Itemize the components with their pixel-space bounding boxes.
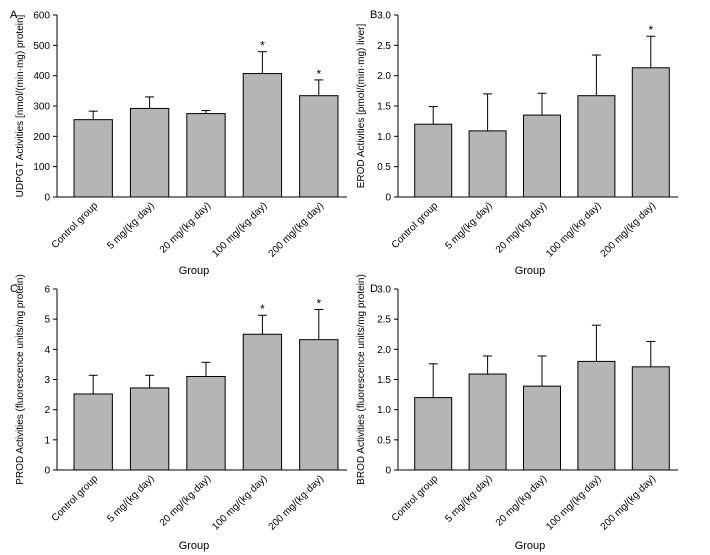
x-tick-label: 5 mg/(kg·day) xyxy=(105,200,156,251)
x-tick-label: 200 mg/(kg·day) xyxy=(599,200,658,259)
bar xyxy=(186,113,226,198)
y-tick-label: 3.0 xyxy=(377,11,391,22)
x-tick-label: Control group xyxy=(390,200,441,251)
bar xyxy=(73,393,113,471)
y-tick-label: 0 xyxy=(44,193,50,204)
bar xyxy=(299,95,339,198)
x-axis-title: Group xyxy=(515,540,546,552)
y-tick-label: 500 xyxy=(33,41,50,52)
y-tick-label: 0.5 xyxy=(377,435,391,446)
x-axis-title: Group xyxy=(515,265,546,277)
panel-letter: D xyxy=(370,283,378,295)
y-tick-label: 1 xyxy=(44,435,50,446)
y-tick-label: 0.5 xyxy=(377,162,391,173)
y-tick-label: 1.0 xyxy=(377,405,391,416)
y-tick-label: 2.5 xyxy=(377,315,391,326)
y-tick-label: 100 xyxy=(33,162,50,173)
significance-marker: * xyxy=(260,302,265,316)
x-tick-label: 5 mg/(kg·day) xyxy=(443,200,494,251)
y-tick-label: 0 xyxy=(385,466,391,477)
x-tick-label: 100 mg/(kg·day) xyxy=(210,200,269,259)
x-tick-label: 100 mg/(kg·day) xyxy=(544,473,603,532)
chart-panel-c: C 0 1 2 3 4 5 6 PROD Activities (fluorescence un… xyxy=(10,274,347,552)
bar xyxy=(242,73,283,198)
panel-letter: B xyxy=(370,9,377,21)
y-tick-label: 0 xyxy=(44,466,50,477)
x-tick-label: 5 mg/(kg·day) xyxy=(443,473,494,524)
y-tick-label: 2.0 xyxy=(377,71,391,82)
y-axis-title: BROD Activities (fluorescence units/mg p… xyxy=(356,274,367,485)
panel-letter: A xyxy=(10,9,18,21)
chart-panel-d: D 0 0.5 1.0 1.5 2.0 2.5 3.0 BROD Activities (flu… xyxy=(356,274,678,552)
y-tick-label: 0 xyxy=(385,193,391,204)
x-tick-label: 20 mg/(kg·day) xyxy=(494,473,549,528)
y-tick-label: 2.0 xyxy=(377,345,391,356)
y-tick-label: 300 xyxy=(33,102,50,113)
bar xyxy=(523,114,561,198)
bar xyxy=(468,130,507,198)
y-tick-label: 600 xyxy=(33,11,50,22)
bar xyxy=(577,360,616,471)
bar xyxy=(129,387,170,471)
significance-marker: * xyxy=(648,23,653,37)
bar xyxy=(414,123,453,198)
y-tick-label: 1.5 xyxy=(377,102,391,113)
y-tick-label: 4 xyxy=(44,345,50,356)
bar xyxy=(129,107,170,198)
significance-marker: * xyxy=(316,297,321,311)
x-tick-label: 100 mg/(kg·day) xyxy=(210,473,269,532)
y-axis-title: UDPGT Activities [nmol/(min·mg) protein] xyxy=(15,14,26,197)
y-tick-label: 200 xyxy=(33,132,50,143)
x-tick-label: 5 mg/(kg·day) xyxy=(105,473,156,524)
bar xyxy=(523,385,561,471)
y-tick-label: 2 xyxy=(44,405,50,416)
significance-marker: * xyxy=(316,67,321,81)
y-tick-label: 5 xyxy=(44,315,50,326)
x-tick-label: 100 mg/(kg·day) xyxy=(544,200,603,259)
x-tick-label: 20 mg/(kg·day) xyxy=(158,473,213,528)
y-tick-label: 2.5 xyxy=(377,41,391,52)
bar xyxy=(414,397,453,471)
x-tick-label: Control group xyxy=(50,473,101,524)
x-tick-label: Control group xyxy=(50,200,101,251)
bar xyxy=(242,333,283,471)
y-tick-label: 400 xyxy=(33,71,50,82)
y-axis-title: EROD Activities [pmol/(min·mg) liver] xyxy=(356,24,367,189)
chart-panel-a: A 0 100 200 300 400 500 600 UDPGT Activities [nm… xyxy=(10,9,347,277)
x-tick-label: 20 mg/(kg·day) xyxy=(158,200,213,255)
bar xyxy=(631,366,670,471)
x-tick-label: Control group xyxy=(390,473,441,524)
x-tick-label: 200 mg/(kg·day) xyxy=(599,473,658,532)
bar xyxy=(299,339,339,471)
y-tick-label: 6 xyxy=(44,285,50,296)
bar xyxy=(186,375,226,471)
y-tick-label: 3.0 xyxy=(377,285,391,296)
y-tick-label: 1.0 xyxy=(377,132,391,143)
y-tick-label: 3 xyxy=(44,375,50,386)
bar xyxy=(468,373,507,471)
y-tick-label: 1.5 xyxy=(377,375,391,386)
chart-panel-b: B 0 0.5 1.0 1.5 2.0 2.5 3.0 EROD Activities [pmo… xyxy=(356,9,678,277)
x-tick-label: 20 mg/(kg·day) xyxy=(494,200,549,255)
y-axis-title: PROD Activities (fluorescence units/mg p… xyxy=(15,274,26,485)
x-tick-label: 200 mg/(kg·day) xyxy=(267,200,326,259)
x-tick-label: 200 mg/(kg·day) xyxy=(267,473,326,532)
x-axis-title: Group xyxy=(179,265,210,277)
x-axis-title: Group xyxy=(179,540,210,552)
significance-marker: * xyxy=(260,39,265,53)
bar xyxy=(577,95,616,198)
bar xyxy=(73,119,113,198)
bar xyxy=(631,67,670,198)
panel-letter: C xyxy=(10,283,18,295)
